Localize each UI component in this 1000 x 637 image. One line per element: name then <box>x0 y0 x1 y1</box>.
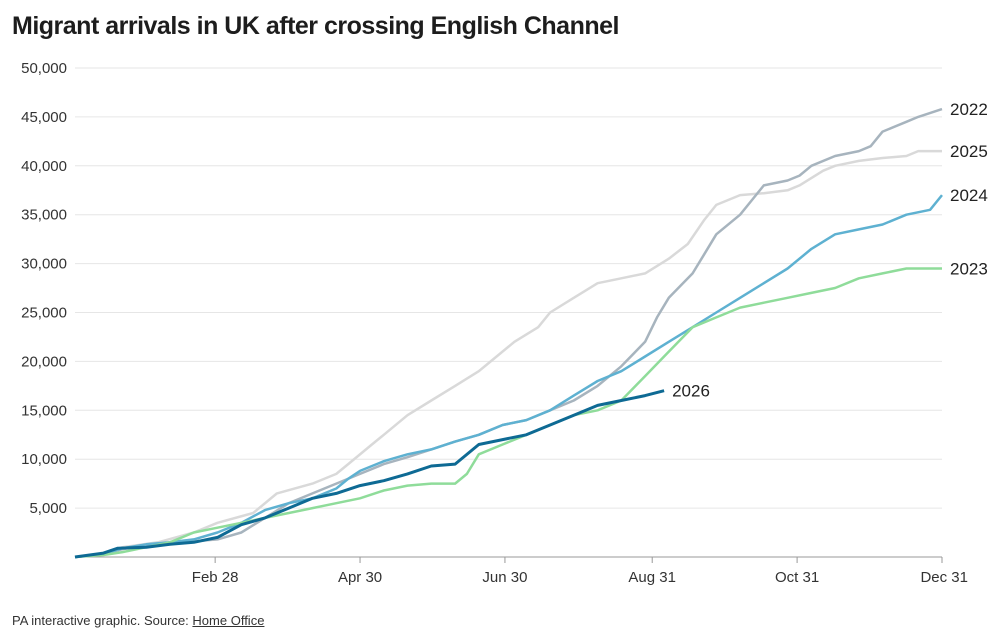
y-axis-ticks: 5,000 10,000 15,000 20,000 25,000 30,000 35,00… <box>21 60 67 517</box>
y-tick-label: 30,000 <box>21 256 67 273</box>
y-tick-label: 5,000 <box>29 500 67 517</box>
x-tick-label: Aug 31 <box>628 569 676 586</box>
grid-lines <box>75 67 942 558</box>
series-label-2022: 2022 <box>950 100 988 119</box>
y-tick-label: 10,000 <box>21 451 67 468</box>
series-line-2023 <box>74 267 942 559</box>
y-tick-label: 40,000 <box>21 158 67 175</box>
y-tick-label: 50,000 <box>21 60 67 77</box>
x-tick-label: Feb 28 <box>192 569 239 586</box>
x-tick-label: Dec 31 <box>920 569 968 586</box>
series-line-2025 <box>74 149 942 559</box>
series-labels: 2025 2022 2024 2023 2026 <box>672 100 988 401</box>
series-label-2026: 2026 <box>672 382 710 401</box>
series-line-2026 <box>74 389 665 559</box>
source-footer: PA interactive graphic. Source: Home Off… <box>12 613 264 628</box>
series-label-2025: 2025 <box>950 142 988 161</box>
source-prefix: PA interactive graphic. Source: <box>12 613 193 628</box>
y-tick-label: 45,000 <box>21 109 67 126</box>
x-axis-ticks: Feb 28 Apr 30 Jun 30 Aug 31 Oct 31 Dec 31 <box>192 557 968 586</box>
series-lines <box>74 107 943 559</box>
source-link[interactable]: Home Office <box>192 613 265 628</box>
series-label-2023: 2023 <box>950 259 988 278</box>
x-tick-label: Jun 30 <box>482 569 527 586</box>
y-tick-label: 15,000 <box>21 402 67 419</box>
y-tick-label: 25,000 <box>21 305 67 322</box>
series-line-2024 <box>74 194 943 559</box>
x-tick-label: Apr 30 <box>338 569 382 586</box>
y-tick-label: 20,000 <box>21 353 67 370</box>
series-label-2024: 2024 <box>950 186 988 205</box>
chart-title: Migrant arrivals in UK after crossing En… <box>12 12 619 40</box>
x-tick-label: Oct 31 <box>775 569 819 586</box>
y-tick-label: 35,000 <box>21 207 67 224</box>
